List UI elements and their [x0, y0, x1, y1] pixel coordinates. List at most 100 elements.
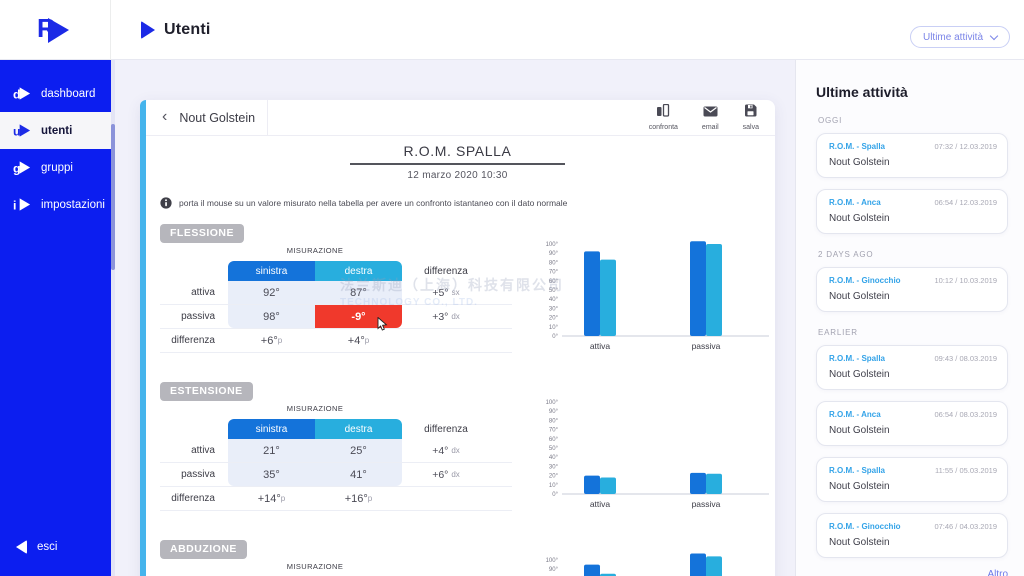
bar-passiva-sinistra — [690, 472, 706, 494]
back-button[interactable]: ‹ Nout Golstein — [140, 99, 268, 136]
row-label: passiva — [181, 469, 215, 480]
svg-text:90°: 90° — [549, 409, 559, 415]
sidebar-item-dashboard[interactable]: d dashboard — [0, 75, 111, 112]
value-destra[interactable]: 41° — [315, 463, 402, 486]
activity-type: R.O.M. - Spalla — [829, 466, 886, 475]
sidebar-item-impostazioni[interactable]: i impostazioni — [0, 186, 111, 223]
top-bar: R Utenti Ultime attività — [0, 0, 1024, 60]
latest-activity-dropdown[interactable]: Ultime attività — [909, 26, 1010, 48]
bar-attiva-destra — [600, 573, 616, 576]
nav-item-label: gruppi — [41, 161, 73, 174]
page-title: Utenti — [164, 20, 211, 38]
value-destra[interactable]: 87° — [315, 281, 402, 304]
nav-item-icon: u — [13, 124, 31, 138]
activity-timestamp: 06:54 / 12.03.2019 — [934, 198, 997, 207]
activity-card[interactable]: R.O.M. - Ginocchio 07:46 / 04.03.2019 No… — [816, 513, 1008, 558]
svg-text:70°: 70° — [549, 428, 559, 434]
exit-icon — [16, 540, 27, 554]
value-destra[interactable]: +4° p — [347, 334, 370, 347]
value-differenza[interactable] — [402, 487, 490, 510]
row-label: attiva — [191, 287, 215, 298]
dropdown-label: Ultime attività — [922, 31, 983, 43]
svg-text:70°: 70° — [549, 270, 559, 276]
value-sinistra[interactable]: 21° — [228, 439, 315, 462]
table-row-passiva: passiva 98° -9° +3° dx — [160, 305, 512, 331]
value-sinistra[interactable]: 92° — [228, 281, 315, 304]
col-header-sinistra[interactable]: sinistra — [228, 419, 315, 439]
main-scrollbar-thumb[interactable] — [111, 124, 115, 270]
sidebar-item-esci[interactable]: esci — [0, 532, 111, 562]
email-icon — [703, 104, 718, 122]
col-header-destra[interactable]: destra — [315, 261, 402, 281]
nav-item-icon: d — [13, 87, 31, 101]
svg-text:10°: 10° — [549, 325, 559, 331]
activity-patient-name: Nout Golstein — [829, 157, 890, 168]
salva-button[interactable]: salva — [743, 104, 759, 131]
svg-text:50°: 50° — [549, 446, 559, 452]
value-destra[interactable]: 25° — [315, 439, 402, 462]
svg-text:100°: 100° — [546, 400, 559, 406]
activity-card[interactable]: R.O.M. - Spalla 09:43 / 08.03.2019 Nout … — [816, 345, 1008, 390]
svg-text:0°: 0° — [552, 334, 558, 340]
table-row-passiva: passiva 35° 41° +6° dx — [160, 463, 512, 487]
more-link[interactable]: Altro — [987, 569, 1008, 576]
report-title: R.O.M. SPALLA — [403, 143, 512, 159]
svg-text:50°: 50° — [549, 288, 559, 294]
sidebar-item-utenti[interactable]: u utenti — [0, 112, 111, 149]
activity-card[interactable]: R.O.M. - Spalla 11:55 / 05.03.2019 Nout … — [816, 457, 1008, 502]
value-differenza[interactable]: +5° sx — [432, 286, 460, 299]
svg-text:attiva: attiva — [590, 499, 611, 509]
main-content: ‹ Nout Golstein confronta email salva R.… — [111, 60, 796, 576]
header-spacer — [160, 261, 228, 281]
app-logo[interactable]: R — [0, 0, 111, 60]
row-label: attiva — [191, 445, 215, 456]
activity-patient-name: Nout Golstein — [829, 481, 890, 492]
svg-text:40°: 40° — [549, 297, 559, 303]
action-label: salva — [742, 124, 759, 131]
exit-label: esci — [37, 541, 58, 553]
header-spacer — [160, 419, 228, 439]
nav-item-icon: i — [13, 198, 31, 212]
svg-text:g: g — [13, 161, 21, 175]
value-sinistra[interactable]: +6° p — [260, 334, 283, 347]
section-badge: ESTENSIONE — [160, 382, 253, 401]
value-sinistra[interactable]: +14° p — [257, 492, 286, 505]
bar-passiva-destra — [706, 473, 722, 494]
col-header-destra[interactable]: destra — [315, 419, 402, 439]
value-differenza[interactable] — [402, 329, 490, 352]
activity-card[interactable]: R.O.M. - Ginocchio 10:12 / 10.03.2019 No… — [816, 267, 1008, 312]
col-header-differenza[interactable]: differenza — [424, 265, 468, 277]
row-label: passiva — [181, 311, 215, 322]
value-destra[interactable]: -9° — [315, 305, 402, 331]
patient-name: Nout Golstein — [179, 110, 256, 125]
email-button[interactable]: email — [702, 104, 719, 131]
svg-text:80°: 80° — [549, 418, 559, 424]
value-differenza[interactable]: +4° dx — [432, 444, 460, 457]
section-flessione: FLESSIONE MISURAZIONE sinistra destra diffe… — [160, 223, 775, 355]
activity-card[interactable]: R.O.M. - Spalla 07:32 / 12.03.2019 Nout … — [816, 133, 1008, 178]
activity-card[interactable]: R.O.M. - Anca 06:54 / 12.03.2019 Nout Go… — [816, 189, 1008, 234]
value-differenza[interactable]: +6° dx — [432, 468, 460, 481]
value-sinistra[interactable]: 98° — [228, 305, 315, 328]
confronta-button[interactable]: confronta — [649, 103, 678, 131]
svg-text:passiva: passiva — [692, 341, 721, 351]
col-header-sinistra[interactable]: sinistra — [228, 261, 315, 281]
value-destra[interactable]: +16° p — [344, 492, 373, 505]
activity-card[interactable]: R.O.M. - Anca 06:54 / 08.03.2019 Nout Go… — [816, 401, 1008, 446]
report-card-header: ‹ Nout Golstein confronta email salva — [140, 99, 775, 136]
back-chevron-icon: ‹ — [162, 107, 168, 125]
activity-type: R.O.M. - Spalla — [829, 142, 886, 151]
value-differenza[interactable]: +3° dx — [432, 310, 460, 323]
nav-item-label: dashboard — [41, 87, 96, 100]
activity-patient-name: Nout Golstein — [829, 369, 890, 380]
mouse-cursor — [377, 317, 388, 331]
col-header-differenza[interactable]: differenza — [424, 423, 468, 435]
section-abduzione: ABDUZIONE MISURAZIONEsinistradestradiffe… — [160, 539, 775, 576]
bar-attiva-destra — [600, 477, 616, 494]
value-sinistra[interactable]: 35° — [228, 463, 315, 486]
sidebar-item-gruppi[interactable]: g gruppi — [0, 149, 111, 186]
bar-attiva-sinistra — [584, 251, 600, 336]
card-accent-strip — [140, 100, 146, 576]
